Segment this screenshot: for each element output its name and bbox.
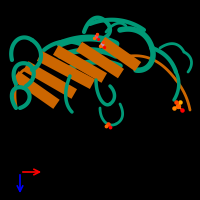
Point <box>96 37 99 41</box>
Point <box>102 45 105 49</box>
Point <box>93 37 96 40</box>
Point <box>176 104 180 108</box>
Point <box>174 100 178 104</box>
Point <box>94 34 98 38</box>
Point <box>108 125 112 129</box>
Point <box>180 108 184 112</box>
Point <box>101 40 105 43</box>
Point <box>104 124 108 128</box>
Point <box>99 45 102 48</box>
Point <box>100 42 104 46</box>
Point <box>172 106 176 110</box>
Point <box>178 100 182 104</box>
Point <box>106 122 110 126</box>
Point <box>95 32 99 35</box>
